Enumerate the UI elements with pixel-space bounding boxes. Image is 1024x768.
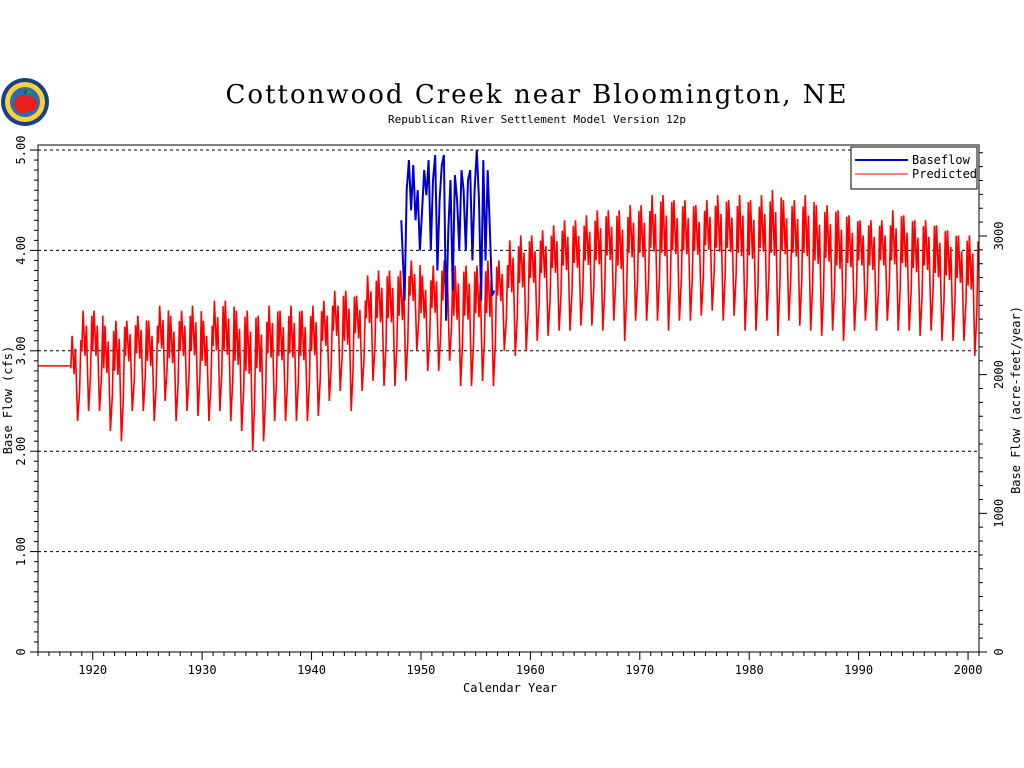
series-line-predicted	[38, 190, 979, 452]
x-tick-label: 2000	[954, 663, 983, 677]
legend-box	[850, 146, 978, 190]
x-tick-label: 1970	[625, 663, 654, 677]
x-axis: 1920 1930 1940 1950 1960 1970 1980 1990 2000	[37, 652, 983, 677]
legend-label-predicted: Predicted	[912, 167, 977, 181]
x-tick-label: 1920	[78, 663, 107, 677]
y-axis: 0 1.00 2.00 3.00 4.00 5.00	[14, 136, 38, 656]
y-tick-label: 2.00	[14, 437, 28, 466]
x-tick-label: 1950	[407, 663, 436, 677]
series-line-baseflow	[400, 149, 496, 321]
y2-axis-label: Base Flow (acre-feet/year)	[1009, 306, 1023, 494]
y-tick-label: 4.00	[14, 236, 28, 265]
y2-tick-label: 2000	[992, 360, 1006, 389]
y-tick-label: 5.00	[14, 136, 28, 165]
y2-tick-label: 3000	[992, 222, 1006, 251]
y2-axis: 0 1000 2000 3000	[979, 152, 1006, 656]
legend: Baseflow Predicted	[850, 146, 978, 190]
x-tick-label: 1960	[516, 663, 545, 677]
y2-tick-label: 0	[992, 648, 1006, 655]
y-tick-label: 3.00	[14, 336, 28, 365]
chart-title: Cottonwood Creek near Bloomington, NE	[226, 80, 849, 110]
series-layer	[38, 149, 979, 452]
y-axis-label: Base Flow (cfs)	[1, 346, 15, 454]
y-tick-label: 0	[14, 648, 28, 655]
legend-label-baseflow: Baseflow	[912, 153, 971, 167]
x-tick-label: 1980	[735, 663, 764, 677]
x-tick-label: 1940	[297, 663, 326, 677]
x-tick-label: 1990	[844, 663, 873, 677]
y-tick-label: 1.00	[14, 537, 28, 566]
x-tick-label: 1930	[188, 663, 217, 677]
y2-tick-label: 1000	[992, 499, 1006, 528]
apple-seal-icon	[1, 78, 49, 126]
chart-subtitle: Republican River Settlement Model Versio…	[388, 113, 686, 126]
x-axis-label: Calendar Year	[463, 681, 557, 695]
